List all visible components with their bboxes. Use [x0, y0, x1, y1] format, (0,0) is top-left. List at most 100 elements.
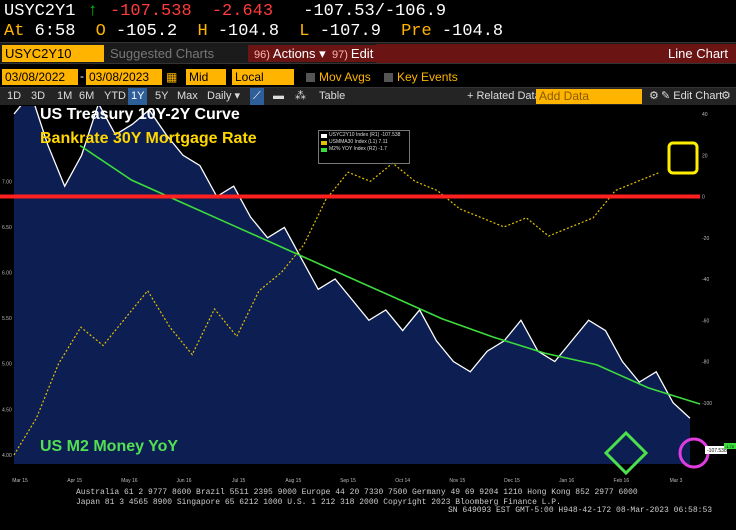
series-layer: [0, 106, 701, 464]
frequency-select[interactable]: Daily ▾: [204, 88, 243, 105]
menu-bar: USYC2Y10 Index Suggested Charts 96)Actio…: [0, 42, 736, 78]
x-tick-label: Nov 15: [449, 478, 465, 484]
table-button[interactable]: Table: [319, 90, 346, 102]
last-price: -107.538: [110, 2, 192, 21]
period-5y[interactable]: 5Y: [155, 90, 169, 102]
mortgage-highlight-box: [667, 141, 699, 175]
net-change: -2.643: [211, 2, 274, 21]
at-label: At: [4, 22, 25, 41]
actions-label: Actions: [272, 46, 316, 61]
chevron-down-icon: ▾: [234, 90, 241, 102]
chart-toolbar: 1D 3D 1M 6M YTD 1Y 5Y Max Daily ▾ ⟋ ▬ ⁂ …: [0, 88, 736, 105]
right-tick-label: -20: [702, 236, 709, 242]
left-tick-label: 5.50: [2, 316, 12, 322]
left-tick-label: 6.50: [2, 225, 12, 231]
suggested-charts-button[interactable]: Suggested Charts: [110, 46, 215, 61]
key-events-toggle[interactable]: Key Events: [384, 69, 458, 85]
right-tick-label: 0: [702, 195, 705, 201]
x-tick-label: Apr 15: [67, 478, 82, 484]
left-tick-label: 7.00: [2, 179, 12, 185]
settings-icon[interactable]: ⚙: [721, 90, 731, 102]
related-data-button[interactable]: + Related Data: [467, 90, 541, 102]
chart-area[interactable]: 7.00 6.50 6.00 5.50 5.00 4.50 4.00 40 20 0 -20 -40…: [0, 106, 736, 506]
quote-row-stats: At 6:58 O -105.2 H -104.8 L -107.9 Pre -…: [4, 22, 503, 42]
frequency-label: Daily: [207, 90, 232, 102]
left-tick-label: 6.00: [2, 271, 12, 277]
period-6m[interactable]: 6M: [79, 90, 95, 102]
security-input[interactable]: USYC2Y10 Index: [2, 45, 104, 78]
legend-label: M2% YOY Index (R2) -1.7: [329, 146, 387, 152]
ticker-symbol[interactable]: USYC2Y1: [4, 2, 76, 21]
legend-label: USMMA30 Index (L1) 7.11: [329, 139, 388, 145]
open-label: O: [95, 22, 106, 41]
period-ytd[interactable]: YTD: [104, 90, 126, 102]
legend-swatch: [321, 147, 327, 152]
right-axis: 40 20 0 -20 -40 -60 -80 -100: [702, 112, 712, 407]
x-tick-label: Jan 16: [559, 478, 574, 484]
chart-legend[interactable]: USYC2Y10 Index (R1) -107.538 USMMA30 Ind…: [318, 130, 410, 164]
checkbox-icon: [384, 73, 393, 82]
checkbox-icon: [306, 73, 315, 82]
legend-item: USYC2Y10 Index (R1) -107.538: [321, 132, 407, 139]
key-events-label: Key Events: [397, 70, 458, 84]
mov-avgs-toggle[interactable]: Mov Avgs: [306, 69, 371, 85]
currency-select[interactable]: Local CCY: [232, 69, 294, 100]
period-1y[interactable]: 1Y: [128, 88, 148, 105]
date-separator: -: [80, 69, 84, 83]
curve-annotation: US Treasury 10Y-2Y Curve: [40, 106, 240, 123]
start-date-input[interactable]: 03/08/2022: [2, 69, 78, 85]
right-tick-label: -80: [702, 360, 709, 366]
right-tick-label: 20: [702, 153, 708, 159]
left-tick-label: 4.00: [2, 453, 12, 459]
mov-avgs-label: Mov Avgs: [319, 70, 371, 84]
m2-series-line: [79, 144, 701, 405]
chart-type-title: Line Chart: [376, 44, 736, 63]
x-tick-label: May 16: [121, 478, 138, 484]
legend-swatch: [321, 133, 327, 138]
annotations: -107.538-1.70: [603, 141, 736, 476]
pre-label: Pre: [401, 22, 432, 41]
end-date-input[interactable]: 03/08/2023: [86, 69, 162, 85]
period-max[interactable]: Max: [177, 90, 198, 102]
gear-icon[interactable]: ⚙: [649, 90, 659, 102]
edit-number: 97): [332, 49, 348, 61]
right-tick-label: -60: [702, 318, 709, 324]
left-tick-label: 4.50: [2, 407, 12, 413]
chart-style-icon[interactable]: ▬: [273, 90, 284, 102]
x-axis: Mar 15 Apr 15 May 16 Jun 16 Jul 15 Aug 15 Sep …: [12, 478, 682, 484]
x-tick-label: Mar 15: [12, 478, 28, 484]
period-3d[interactable]: 3D: [31, 90, 46, 102]
calendar-icon[interactable]: ▦: [166, 70, 178, 84]
right-tick-label: 40: [702, 112, 708, 118]
left-tick-label: 5.00: [2, 362, 12, 368]
line-chart: 7.00 6.50 6.00 5.50 5.00 4.50 4.00 40 20 0 -20 -40…: [0, 106, 736, 484]
draw-tools-icon[interactable]: ⁂: [295, 90, 306, 102]
period-1d[interactable]: 1D: [7, 90, 22, 102]
m2-last-label: -1.70: [725, 444, 735, 449]
edit-chart-button[interactable]: ✎ Edit Chart: [658, 88, 725, 105]
footer: Australia 61 2 9777 8600 Brazil 5511 239…: [0, 486, 736, 530]
x-tick-label: Aug 15: [285, 478, 301, 484]
x-tick-label: Mar 3: [670, 478, 683, 484]
left-axis: 7.00 6.50 6.00 5.50 5.00 4.50 4.00: [2, 179, 12, 459]
right-tick-label: -100: [702, 401, 712, 407]
pencil-icon: ✎: [661, 90, 671, 102]
actions-menu[interactable]: 96) Actions ▾: [248, 45, 332, 62]
last-value-label: -107.538: [707, 448, 727, 454]
field-select[interactable]: Mid Px: [186, 69, 226, 100]
line-chart-icon[interactable]: ⟋: [250, 88, 264, 105]
time-value: 6:58: [34, 22, 76, 41]
m2-highlight-diamond: [603, 430, 649, 476]
period-1m[interactable]: 1M: [57, 90, 73, 102]
x-tick-label: Feb 16: [614, 478, 630, 484]
mortgage-series-line: [13, 162, 661, 456]
add-data-input[interactable]: Add Data: [536, 89, 642, 104]
open-value: -105.2: [116, 22, 178, 41]
footer-contacts-2: Japan 81 3 4565 8900 Singapore 65 6212 1…: [76, 498, 561, 507]
high-value: -104.8: [217, 22, 280, 41]
up-arrow-icon: ↑: [87, 2, 98, 21]
x-tick-label: Jul 15: [232, 478, 246, 484]
quote-bar: USYC2Y1 ↑ -107.538 -2.643 -107.53/-106.9…: [0, 0, 736, 42]
m2-last-tag: [724, 443, 736, 449]
x-tick-label: Oct 14: [395, 478, 410, 484]
